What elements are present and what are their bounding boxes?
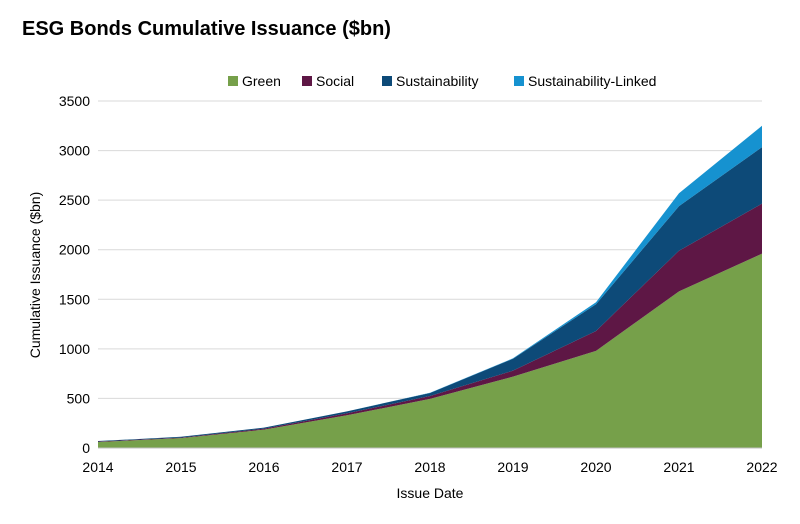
x-tick-label: 2018 xyxy=(414,459,445,475)
y-tick-label: 1000 xyxy=(59,341,90,357)
x-tick-label: 2017 xyxy=(331,459,362,475)
legend-swatch xyxy=(382,76,392,86)
y-tick-label: 3000 xyxy=(59,143,90,159)
x-tick-label: 2015 xyxy=(165,459,196,475)
legend-swatch xyxy=(514,76,524,86)
x-tick-label: 2021 xyxy=(663,459,694,475)
x-tick-label: 2020 xyxy=(580,459,611,475)
legend-label: Sustainability-Linked xyxy=(528,73,656,89)
y-tick-label: 500 xyxy=(67,390,91,406)
x-tick-label: 2022 xyxy=(746,459,777,475)
area-sustainability xyxy=(98,147,762,442)
y-axis-title: Cumulative Issuance ($bn) xyxy=(27,192,43,359)
area-green xyxy=(98,253,762,448)
x-tick-label: 2016 xyxy=(248,459,279,475)
y-tick-label: 2500 xyxy=(59,192,90,208)
legend-label: Green xyxy=(242,73,281,89)
legend-label: Sustainability xyxy=(396,73,479,89)
y-tick-label: 1500 xyxy=(59,291,90,307)
x-tick-label: 2014 xyxy=(82,459,113,475)
x-tick-label: 2019 xyxy=(497,459,528,475)
axes: 0 500 1000 1500 2000 2500 3000 3500 2014 2015 2016… xyxy=(59,93,778,475)
area-series xyxy=(98,125,762,448)
y-tick-label: 2000 xyxy=(59,242,90,258)
legend-label: Social xyxy=(316,73,354,89)
legend: Green Social Sustainability Sustainability-… xyxy=(228,73,656,89)
chart-title: ESG Bonds Cumulative Issuance ($bn) xyxy=(22,18,391,40)
x-axis-title: Issue Date xyxy=(397,485,464,501)
legend-swatch xyxy=(228,76,238,86)
y-tick-label: 3500 xyxy=(59,93,90,109)
area-social xyxy=(98,203,762,443)
y-tick-label: 0 xyxy=(82,440,90,456)
legend-swatch xyxy=(302,76,312,86)
